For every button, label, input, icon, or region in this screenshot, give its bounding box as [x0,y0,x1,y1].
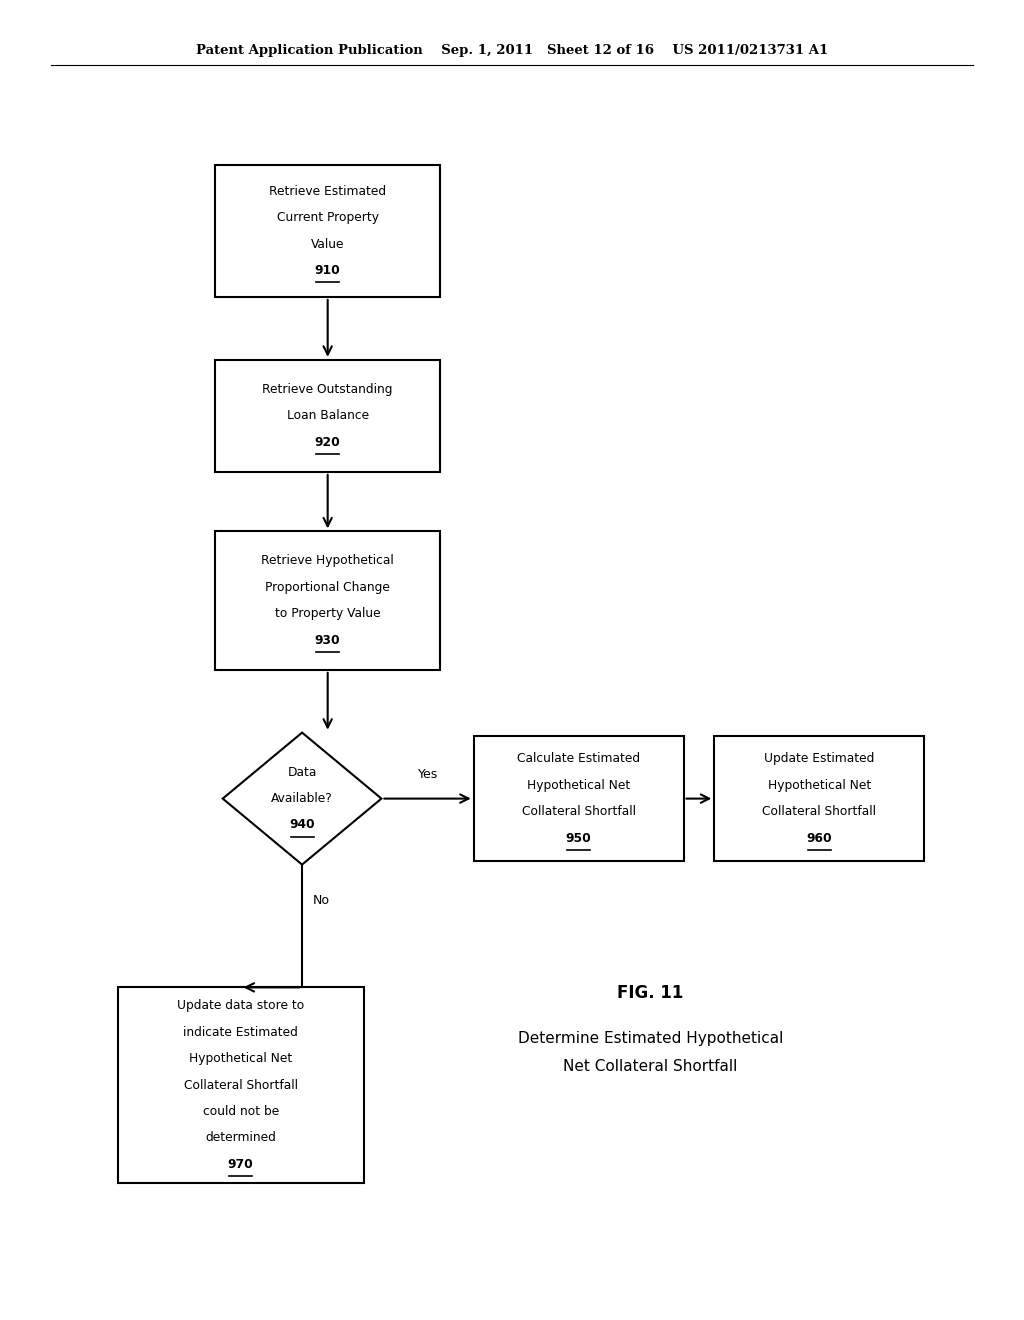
Text: 970: 970 [227,1158,254,1171]
Text: Hypothetical Net: Hypothetical Net [189,1052,292,1065]
Text: 930: 930 [314,634,341,647]
Text: to Property Value: to Property Value [274,607,381,620]
Text: Retrieve Estimated: Retrieve Estimated [269,185,386,198]
Text: Determine Estimated Hypothetical: Determine Estimated Hypothetical [517,1031,783,1047]
Text: No: No [312,894,330,907]
Text: could not be: could not be [203,1105,279,1118]
FancyBboxPatch shape [118,987,364,1183]
Text: 910: 910 [314,264,341,277]
Polygon shape [222,733,381,865]
Text: Collateral Shortfall: Collateral Shortfall [521,805,636,818]
Text: Retrieve Outstanding: Retrieve Outstanding [262,383,393,396]
FancyBboxPatch shape [215,165,440,297]
Text: Yes: Yes [418,768,438,781]
Text: determined: determined [205,1131,276,1144]
FancyBboxPatch shape [215,531,440,671]
Text: indicate Estimated: indicate Estimated [183,1026,298,1039]
FancyBboxPatch shape [215,359,440,471]
Text: 940: 940 [289,818,315,832]
Text: Update data store to: Update data store to [177,999,304,1012]
Text: Update Estimated: Update Estimated [764,752,874,766]
Text: Proportional Change: Proportional Change [265,581,390,594]
Text: Calculate Estimated: Calculate Estimated [517,752,640,766]
Text: 920: 920 [314,436,341,449]
Text: Patent Application Publication    Sep. 1, 2011   Sheet 12 of 16    US 2011/02137: Patent Application Publication Sep. 1, 2… [196,44,828,57]
Text: Net Collateral Shortfall: Net Collateral Shortfall [563,1059,737,1074]
Text: 960: 960 [806,832,833,845]
Text: Available?: Available? [271,792,333,805]
Text: Current Property: Current Property [276,211,379,224]
Text: Hypothetical Net: Hypothetical Net [768,779,870,792]
Text: Collateral Shortfall: Collateral Shortfall [762,805,877,818]
FancyBboxPatch shape [473,737,684,861]
Text: Value: Value [311,238,344,251]
Text: Retrieve Hypothetical: Retrieve Hypothetical [261,554,394,568]
Text: 950: 950 [565,832,592,845]
Text: Hypothetical Net: Hypothetical Net [527,779,630,792]
Text: Loan Balance: Loan Balance [287,409,369,422]
Text: Data: Data [288,766,316,779]
Text: Collateral Shortfall: Collateral Shortfall [183,1078,298,1092]
Text: FIG. 11: FIG. 11 [617,983,683,1002]
FancyBboxPatch shape [715,737,924,861]
